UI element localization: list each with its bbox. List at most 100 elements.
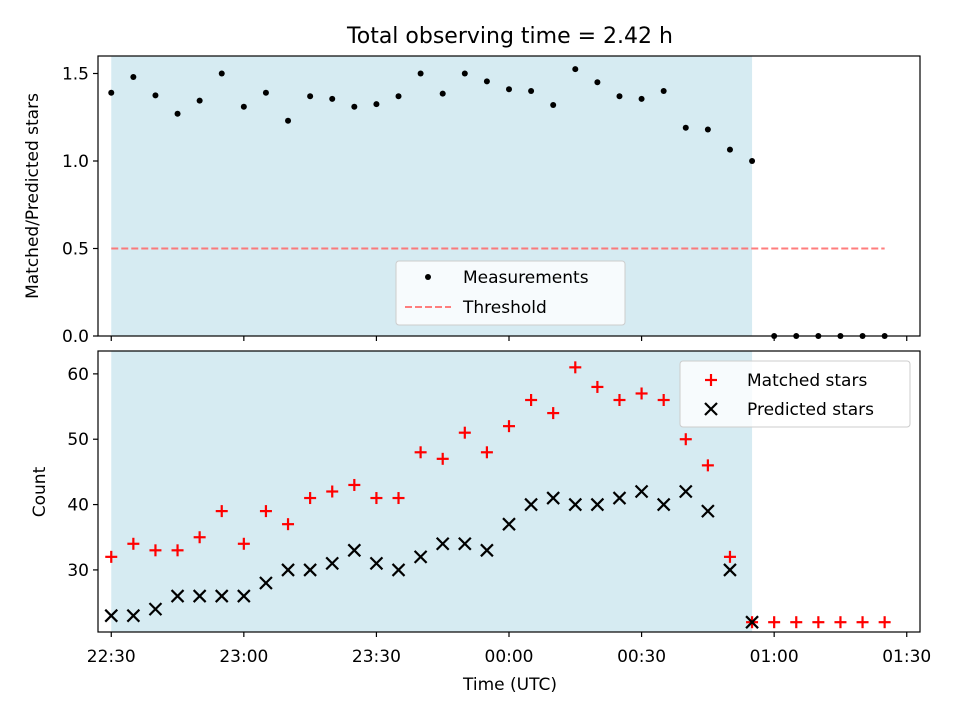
x-tick-label: 22:30 (87, 647, 136, 667)
predicted-star-point (590, 497, 605, 512)
matched-star-point (193, 531, 206, 544)
predicted-star-point (303, 563, 317, 577)
top-y-tick-label: 1.5 (62, 65, 89, 85)
predicted-x-b (281, 563, 295, 577)
measurement-point (108, 89, 115, 96)
predicted-x-b (590, 497, 605, 512)
matched-star-point (591, 380, 604, 393)
matched-star-point (635, 387, 648, 400)
matched-star-point (370, 492, 383, 505)
bottom-y-axis: 30 40 50 60 (67, 365, 98, 581)
measurement-point (262, 89, 269, 96)
bottom-y-tick-label: 60 (67, 365, 89, 385)
matched-star-point (348, 478, 361, 491)
predicted-x-b (126, 608, 141, 623)
top-y-tick-label: 0.0 (62, 327, 89, 347)
measurement-point (528, 88, 535, 94)
measurement-point (682, 124, 689, 131)
matched-star-point (525, 394, 538, 407)
predicted-x-b (745, 615, 759, 629)
legend-measurements-label: Measurements (463, 268, 589, 288)
predicted-x-b (568, 497, 583, 512)
matched-star-point (237, 537, 250, 550)
predicted-star-point (104, 608, 119, 623)
matched-star-point (127, 537, 140, 550)
legend-measurements-marker (425, 274, 431, 280)
predicted-x-b (524, 497, 538, 512)
top-legend-box (395, 260, 626, 326)
measurement-point (285, 117, 292, 124)
predicted-star-point (214, 589, 229, 603)
predicted-x-b (723, 563, 737, 577)
matched-star-point (171, 544, 184, 557)
x-tick-label: 00:00 (485, 647, 534, 667)
predicted-star-point (259, 576, 273, 590)
measurement-point (174, 110, 181, 117)
measurement-point (329, 95, 336, 102)
predicted-star-point (192, 589, 207, 603)
bottom-x-axis: 22:30 23:00 23:30 00:00 00:30 01:00 01:30 (87, 632, 931, 667)
matched-star-point (414, 446, 427, 459)
legend-matched-label: Matched stars (747, 371, 867, 391)
measurement-point (616, 93, 623, 100)
predicted-star-point (568, 497, 583, 512)
matched-star-point (790, 616, 803, 629)
predicted-star-point (126, 608, 141, 623)
predicted-star-point (678, 484, 693, 499)
count-panel: 30 40 50 60 22:30 23:00 23:30 00:00 00:30 01:00 0… (30, 350, 931, 695)
matched-star-point (768, 616, 781, 629)
bottom-y-tick-label: 40 (67, 496, 89, 516)
measurement-point (638, 95, 645, 102)
bottom-legend-box (679, 360, 911, 428)
predicted-star-point (701, 504, 715, 518)
top-marks (108, 66, 888, 339)
matched-star-point (304, 492, 317, 505)
legend-predicted-marker (704, 402, 718, 416)
matched-star-point (569, 361, 582, 374)
measurement-point (307, 93, 314, 100)
legend-matched-marker (705, 374, 717, 386)
predicted-star-point (413, 550, 428, 564)
matched-star-point (856, 616, 869, 629)
matched-star-point (503, 420, 515, 433)
predicted-star-point (281, 563, 295, 577)
predicted-star-point (745, 615, 759, 629)
matched-star-point (657, 394, 670, 407)
predicted-x-b (104, 608, 119, 623)
predicted-star-point (237, 589, 251, 603)
measurement-point (461, 70, 468, 77)
predicted-x-b (502, 517, 516, 531)
measurement-point (726, 146, 733, 153)
x-tick-label: 01:00 (750, 647, 799, 667)
top-y-tick-label: 1.0 (62, 152, 89, 172)
bottom-y-tick-label: 30 (67, 561, 89, 581)
measurement-point (660, 88, 667, 94)
measurement-point (550, 102, 557, 108)
measurement-point (439, 90, 446, 97)
measurement-point (704, 126, 711, 133)
x-tick-label: 00:30 (617, 647, 666, 667)
matched-star-point (878, 616, 891, 629)
predicted-star-point (369, 556, 384, 571)
top-legend: Measurements Threshold (395, 260, 626, 326)
predicted-x-b (435, 537, 450, 551)
observing-window-shade-bottom (111, 351, 753, 632)
matched-star-point (458, 426, 471, 439)
chart-title: Total observing time = 2.42 h (346, 24, 673, 49)
matched-star-point (282, 518, 295, 531)
matched-star-point (812, 616, 825, 629)
matched-star-point (105, 550, 118, 563)
measurement-point (351, 103, 358, 110)
predicted-x-b (546, 491, 560, 505)
predicted-x-b (413, 550, 428, 564)
matched-star-point (149, 544, 162, 557)
predicted-x-b (325, 556, 340, 571)
matched-star-point (547, 407, 560, 420)
matched-star-point (834, 616, 847, 629)
ratio-panel: Total observing time = 2.42 h 0.0 0.5 1.0 1… (23, 24, 921, 347)
predicted-x-b (303, 563, 317, 577)
matched-star-point (215, 505, 228, 518)
predicted-star-point (148, 602, 163, 616)
predicted-x-b (612, 491, 627, 505)
